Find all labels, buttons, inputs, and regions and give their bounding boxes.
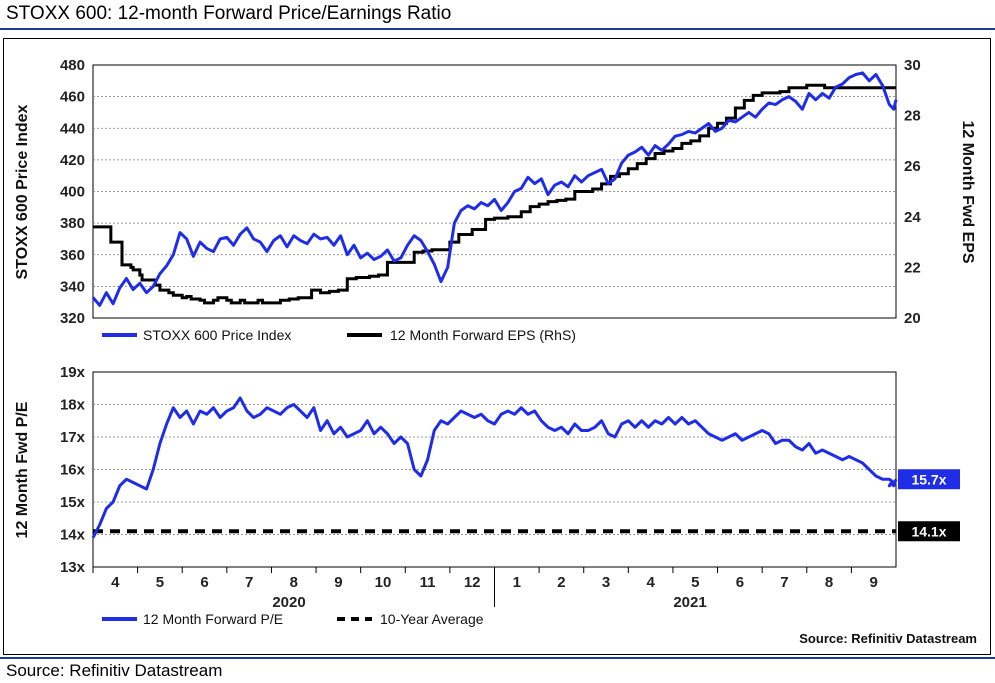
bottom-tick-label: 13x [60, 559, 86, 576]
year-label-2020: 2020 [272, 594, 305, 611]
x-tick-label: 8 [290, 574, 298, 591]
top-right-tick-label: 26 [904, 158, 921, 175]
bottom-rule [0, 657, 995, 659]
bottom-tick-label: 18x [60, 397, 86, 414]
bottom-tick-label: 15x [60, 494, 86, 511]
top-gridlines [93, 96, 896, 287]
x-tick-label: 12 [464, 574, 481, 591]
bottom-tick-label: 16x [60, 462, 86, 479]
callout-box [898, 521, 960, 542]
top-series [91, 71, 898, 307]
top-left-tick-label: 360 [60, 247, 85, 264]
year-label-2021: 2021 [673, 594, 706, 611]
legend-avg-label: 10-Year Average [380, 611, 484, 627]
top-left-tick-label: 380 [60, 215, 85, 232]
pe-line [91, 396, 898, 539]
x-tick-label: 8 [825, 574, 833, 591]
x-tick-label: 6 [736, 574, 744, 591]
footer-source: Source: Refinitiv Datastream [6, 661, 223, 680]
page-title: STOXX 600: 12-month Forward Price/Earnin… [6, 3, 452, 24]
chart-frame [3, 38, 991, 655]
legend-eps-label: 12 Month Forward EPS (RhS) [390, 327, 576, 343]
top-left-tick-label: 340 [60, 278, 85, 295]
bottom-tick-label: 17x [60, 429, 86, 446]
bottom-y-ticks: 19x 18x 17x 16x 15x 14x 13x [60, 364, 86, 576]
eps-line [93, 83, 896, 305]
legend-price-label: STOXX 600 Price Index [143, 327, 291, 343]
top-right-tick-label: 30 [904, 57, 921, 74]
x-tick-label: 2 [557, 574, 565, 591]
callout-box [898, 469, 960, 490]
value-callouts: 15.7x 14.1x [898, 469, 960, 542]
callout-label: 15.7x [911, 471, 946, 487]
top-right-tick-label: 22 [904, 259, 921, 276]
top-left-axis-title: STOXX 600 Price Index [14, 104, 31, 279]
x-tick-label: 5 [691, 574, 699, 591]
bottom-gridlines [93, 404, 896, 535]
bottom-tick-label: 14x [60, 527, 86, 544]
x-tick-label: 9 [334, 574, 342, 591]
x-tick-label: 7 [780, 574, 788, 591]
x-tick-label: 4 [111, 574, 120, 591]
top-right-y-ticks: 30 28 26 24 22 20 [904, 57, 921, 327]
top-left-tick-label: 440 [60, 120, 85, 137]
bottom-tick-label: 19x [60, 364, 86, 381]
x-tick-label: 10 [375, 574, 392, 591]
top-right-tick-label: 20 [904, 310, 921, 327]
x-tick-label: 11 [420, 574, 436, 591]
x-tick-label: 6 [200, 574, 208, 591]
top-left-tick-label: 460 [60, 89, 85, 106]
legend-pe-label: 12 Month Forward P/E [143, 611, 283, 627]
x-tick-label: 5 [156, 574, 164, 591]
bottom-axis-title: 12 Month Fwd P/E [14, 401, 31, 538]
callout-label: 14.1x [911, 523, 946, 539]
top-left-y-ticks: 480 460 440 420 400 380 360 340 320 [60, 57, 85, 327]
title-rule [0, 28, 995, 30]
x-axis-ticks: 4 5 6 7 8 9 10 11 12 1 2 3 4 5 6 7 8 9 [92, 567, 878, 607]
x-tick-label: 7 [245, 574, 253, 591]
x-tick-label: 1 [513, 574, 521, 591]
top-left-tick-label: 400 [60, 184, 85, 201]
top-panel: 480 460 440 420 400 380 360 340 320 30 28 26 24 22 20… [14, 57, 976, 343]
top-right-tick-label: 24 [904, 209, 921, 226]
top-right-tick-label: 28 [904, 108, 921, 125]
x-tick-label: 3 [602, 574, 610, 591]
x-tick-label: 9 [870, 574, 878, 591]
top-left-tick-label: 420 [60, 152, 85, 169]
bottom-series [91, 396, 898, 539]
top-left-tick-label: 480 [60, 57, 85, 74]
top-right-axis-title: 12 Month Fwd EPS [959, 120, 976, 263]
top-left-tick-label: 320 [60, 310, 85, 327]
inner-source-note: Source: Refinitiv Datastream [799, 631, 977, 646]
x-tick-label: 4 [646, 574, 655, 591]
price-line [91, 71, 898, 307]
